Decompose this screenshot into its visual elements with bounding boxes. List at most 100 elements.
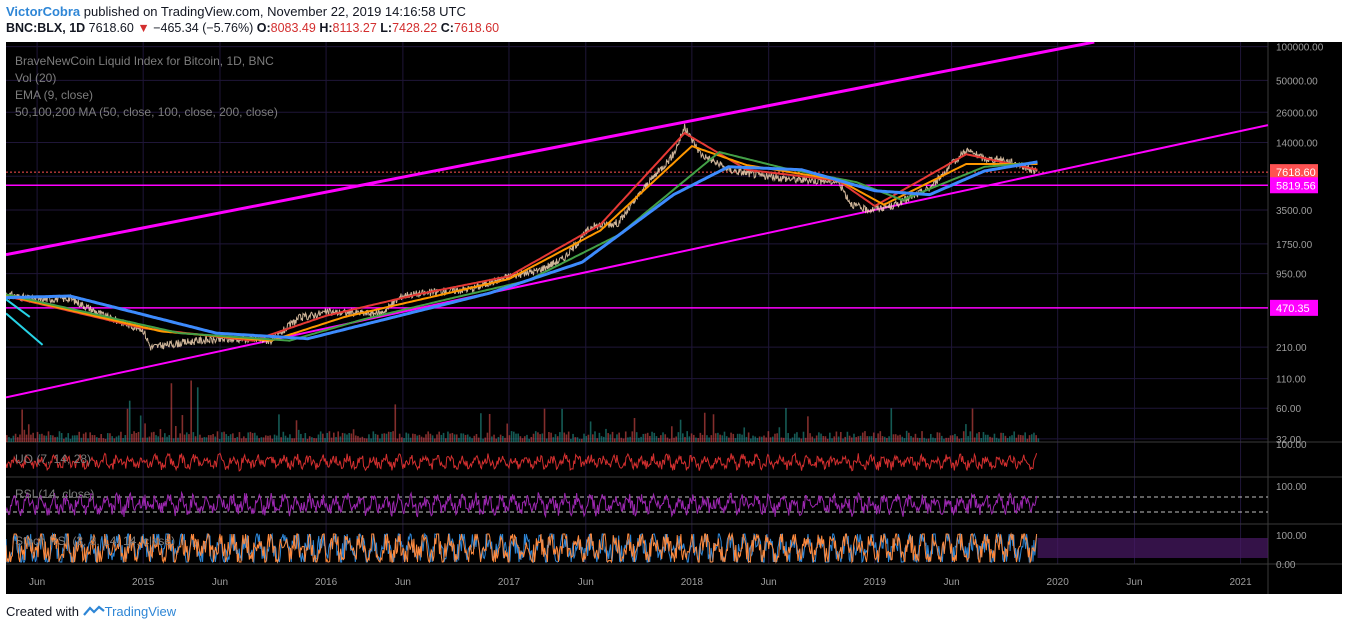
volume-bar — [537, 432, 539, 442]
volume-bar — [414, 434, 416, 442]
volume-bar — [8, 437, 10, 442]
volume-bar — [396, 438, 399, 442]
low-label: L: — [380, 21, 393, 35]
volume-bar — [297, 429, 300, 442]
volume-bar — [1037, 438, 1040, 442]
volume-bar — [519, 436, 522, 442]
volume-bar — [306, 438, 309, 442]
volume-bar — [938, 432, 941, 442]
y-tick-label: 60.00 — [1276, 404, 1301, 415]
volume-bar — [247, 432, 250, 442]
volume-bar — [214, 436, 217, 442]
volume-bar — [289, 434, 291, 442]
y-tick-label: 3500.00 — [1276, 206, 1313, 217]
volume-bar — [319, 431, 322, 442]
volume-bar — [717, 432, 719, 442]
volume-bar — [52, 435, 54, 442]
volume-bar — [293, 438, 296, 442]
volume-bar — [104, 438, 107, 442]
volume-bar — [739, 433, 741, 442]
volume-bar — [528, 438, 530, 442]
volume-bar — [673, 437, 675, 442]
volume-bar — [1028, 435, 1031, 442]
volume-bar — [567, 431, 570, 442]
volume-bar — [725, 436, 728, 442]
volume-bar — [925, 438, 928, 442]
x-tick-label: 2020 — [1047, 577, 1070, 588]
volume-bar — [442, 432, 445, 442]
volume-bar — [115, 436, 118, 442]
volume-bar — [962, 431, 965, 442]
volume-bar — [497, 437, 500, 442]
x-tick-label: Jun — [1126, 577, 1142, 588]
volume-bar — [613, 438, 616, 442]
volume-bar — [341, 432, 344, 442]
volume-bar — [991, 437, 994, 442]
volume-bar — [754, 436, 757, 442]
volume-bar — [956, 436, 958, 442]
volume-bar — [583, 433, 585, 442]
volume-bar — [616, 434, 618, 442]
volume-bar — [14, 433, 17, 442]
volume-bar — [460, 433, 462, 442]
chart-canvas[interactable]: 100000.0050000.0026000.0014000.007000.00… — [6, 42, 1342, 594]
volume-bar — [789, 438, 792, 442]
author-name[interactable]: VictorCobra — [6, 4, 81, 19]
volume-bar — [930, 433, 932, 442]
volume-bar — [333, 432, 335, 442]
volume-bar — [719, 434, 721, 442]
volume-bar — [368, 434, 370, 442]
x-tick-label: 2016 — [315, 577, 338, 588]
volume-bar — [87, 438, 89, 442]
volume-bar — [493, 434, 495, 442]
volume-bar — [464, 434, 467, 442]
tradingview-link[interactable]: TradingView — [104, 604, 177, 619]
volume-bar — [196, 387, 199, 442]
volume-bar — [866, 436, 868, 442]
volume-bar — [1035, 435, 1037, 442]
close-value: 7618.60 — [453, 21, 500, 35]
volume-bar — [796, 432, 798, 442]
volume-bar — [225, 434, 228, 442]
volume-bar — [359, 437, 361, 442]
price-axis[interactable]: 100000.0050000.0026000.0014000.007000.00… — [1270, 43, 1324, 446]
chart-legend: BraveNewCoin Liquid Index for Bitcoin, 1… — [15, 54, 1307, 571]
volume-bar — [763, 435, 765, 442]
volume-bar — [203, 437, 206, 442]
volume-bar — [879, 431, 882, 442]
volume-bar — [978, 432, 980, 442]
volume-bar — [166, 436, 168, 442]
time-axis[interactable]: Jun 2015 Jun 2016 Jun 2017 Jun 2018 Jun 2019 Jun 20… — [29, 577, 1252, 588]
volume-bar — [624, 431, 627, 442]
volume-bar — [142, 437, 144, 442]
volume-bar — [960, 438, 963, 442]
volume-bar — [177, 437, 179, 442]
volume-bar — [510, 431, 513, 442]
volume-bar — [947, 437, 950, 442]
rsi-label: RSI (14, close) — [15, 487, 94, 501]
volume-bar — [1022, 435, 1024, 442]
volume-bar — [559, 432, 561, 442]
volume-bar — [699, 432, 702, 442]
stoch-tick-top: 100.00 — [1276, 531, 1307, 542]
volume-bar — [662, 432, 664, 442]
volume-bar — [600, 436, 603, 442]
volume-bar — [308, 436, 311, 442]
volume-bar — [598, 432, 601, 442]
volume-bar — [776, 433, 778, 442]
volume-bar — [934, 438, 936, 442]
volume-bar — [504, 437, 506, 442]
volume-bar — [829, 432, 831, 442]
volume-bar — [574, 437, 577, 442]
tradingview-logo-icon[interactable] — [82, 604, 105, 619]
volume-bar — [185, 432, 188, 442]
open-label: O: — [256, 21, 271, 35]
volume-bar — [282, 431, 285, 442]
ma200-series — [6, 160, 1038, 341]
volume-bar — [436, 434, 438, 442]
volume-bar — [133, 431, 135, 442]
legend-ema: EMA (9, close) — [15, 88, 93, 102]
volume-bar — [462, 433, 465, 442]
volume-bar — [530, 437, 533, 442]
volume-bar — [563, 432, 566, 442]
